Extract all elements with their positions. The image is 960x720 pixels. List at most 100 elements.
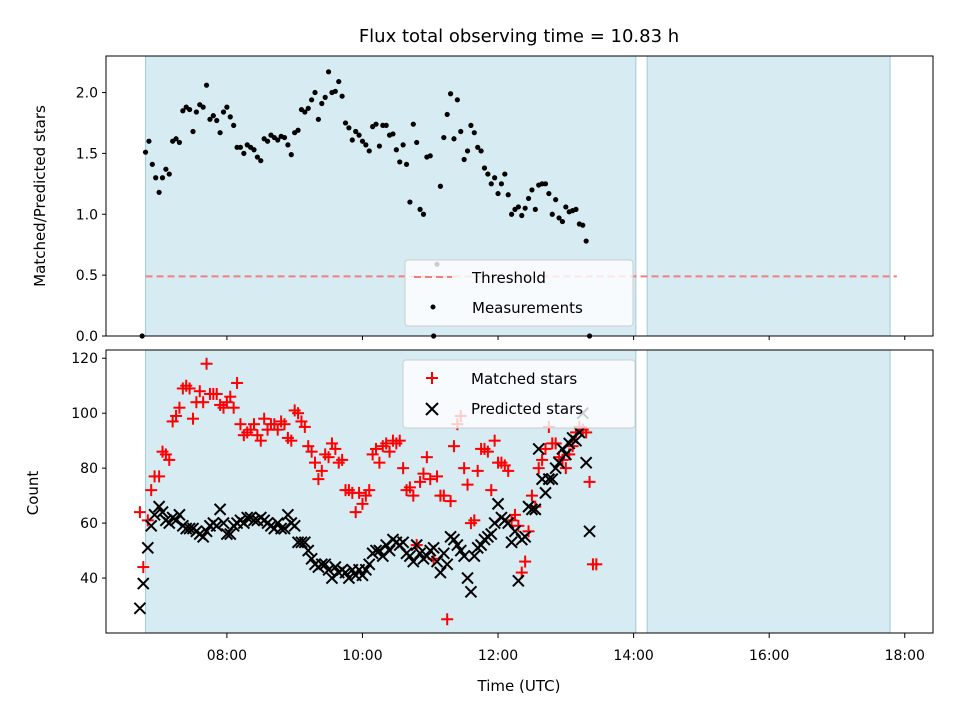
predicted-star-point xyxy=(440,558,454,571)
measurement-point xyxy=(542,181,549,187)
measurement-point xyxy=(464,148,471,154)
matched-star-point xyxy=(485,484,498,497)
x-tick-label: 14:00 xyxy=(613,648,653,664)
y-ticks-top: 0.0 0.5 1.0 1.5 2.0 xyxy=(76,86,106,345)
matched-star-point xyxy=(133,506,146,519)
measurement-point xyxy=(458,128,464,135)
measurement-point xyxy=(400,142,406,148)
measurement-point xyxy=(193,109,199,115)
matched-star-point xyxy=(424,473,437,486)
measurement-point xyxy=(322,94,328,100)
x-ticks-top xyxy=(226,336,906,340)
y-tick-label: 1.5 xyxy=(76,146,98,162)
panel-count: Count Time (UTC) 40 60 80 100 120 08:00 10:00… xyxy=(24,349,934,695)
measurement-point xyxy=(407,199,413,205)
measurement-point xyxy=(176,139,183,146)
matched-star-point xyxy=(173,401,186,414)
measurement-point xyxy=(220,109,227,115)
predicted-star-point xyxy=(210,519,223,533)
measurement-point xyxy=(241,150,247,156)
predicted-star-point xyxy=(213,503,227,516)
measurement-point xyxy=(475,144,481,150)
predicted-star-point xyxy=(217,516,230,530)
measurement-point xyxy=(403,161,410,167)
measurement-point xyxy=(166,171,172,177)
predicted-star-point xyxy=(220,527,234,541)
y-tick-label: 80 xyxy=(80,461,98,477)
predicted-star-point xyxy=(281,508,295,522)
predicted-star-point xyxy=(508,525,522,538)
legend-predicted-label: Predicted stars xyxy=(471,400,583,418)
predicted-star-point xyxy=(329,560,342,574)
measurement-point xyxy=(502,171,508,177)
measurement-point xyxy=(224,104,230,110)
plot-frame-top xyxy=(105,55,934,337)
predicted-star-point xyxy=(546,472,559,486)
predicted-star-point xyxy=(474,538,488,552)
predicted-star-point xyxy=(274,522,288,535)
measurement-point xyxy=(420,211,427,217)
matched-star-point xyxy=(254,434,267,447)
predicted-star-point xyxy=(559,448,573,461)
x-tick-label: 12:00 xyxy=(478,648,518,664)
measurement-point xyxy=(254,154,260,160)
legend-top: Threshold Measurements xyxy=(404,259,634,327)
predicted-star-point xyxy=(569,434,583,447)
matched-star-point xyxy=(583,475,596,488)
matched-star-point xyxy=(420,451,433,464)
measurement-point xyxy=(437,183,444,189)
measurement-point xyxy=(553,197,559,203)
matched-star-point xyxy=(292,407,305,420)
measurement-point xyxy=(285,142,291,148)
predicted-star-point xyxy=(501,516,515,530)
matched-star-point xyxy=(298,420,311,433)
legend-predicted-swatch xyxy=(425,402,439,416)
measurement-point xyxy=(200,104,206,110)
legend-matched-label: Matched stars xyxy=(471,370,577,388)
measurement-point xyxy=(336,78,342,85)
measurement-point xyxy=(441,134,447,141)
matched-star-point xyxy=(370,442,383,455)
matched-star-point xyxy=(312,473,325,486)
measurement-point xyxy=(583,238,589,244)
predicted-star-point xyxy=(542,472,556,486)
matched-star-point xyxy=(559,462,572,475)
measurement-point xyxy=(346,125,352,131)
predicted-star-point xyxy=(563,437,576,450)
predicted-star-point xyxy=(552,456,566,469)
matched-star-point xyxy=(231,376,244,389)
predicted-star-point xyxy=(434,566,447,579)
predicted-star-point xyxy=(247,514,261,527)
predicted-star-point xyxy=(288,519,301,533)
predicted-star-point xyxy=(359,563,373,577)
matched-star-point xyxy=(258,412,271,425)
predicted-star-point xyxy=(485,527,498,541)
predicted-star-point xyxy=(322,563,335,577)
measurement-point xyxy=(159,175,166,181)
predicted-star-point xyxy=(505,536,518,549)
measurement-point xyxy=(481,165,488,171)
measurement-point xyxy=(295,127,301,133)
matched-star-point xyxy=(309,456,322,469)
measurement-point xyxy=(417,206,423,212)
legend-measurements-label: Measurements xyxy=(472,299,583,317)
predicted-star-point xyxy=(383,544,396,557)
matched-star-point xyxy=(417,467,430,480)
y-tick-label: 100 xyxy=(71,406,98,422)
measurement-point xyxy=(478,148,484,154)
measurement-point xyxy=(529,187,535,193)
matched-star-point xyxy=(349,506,362,519)
predicted-star-point xyxy=(407,555,420,568)
measurement-point xyxy=(173,136,179,142)
measurement-point xyxy=(505,192,511,198)
measurement-point xyxy=(258,158,264,164)
predicted-star-point xyxy=(318,558,332,571)
measurement-point xyxy=(180,108,186,114)
measurement-point xyxy=(190,128,196,135)
measurement-point xyxy=(264,138,271,144)
predicted-star-point xyxy=(305,552,318,566)
measurement-point xyxy=(454,97,460,103)
matched-star-point xyxy=(285,434,298,447)
measurement-point xyxy=(393,147,399,153)
observing-bands-top xyxy=(145,55,891,337)
